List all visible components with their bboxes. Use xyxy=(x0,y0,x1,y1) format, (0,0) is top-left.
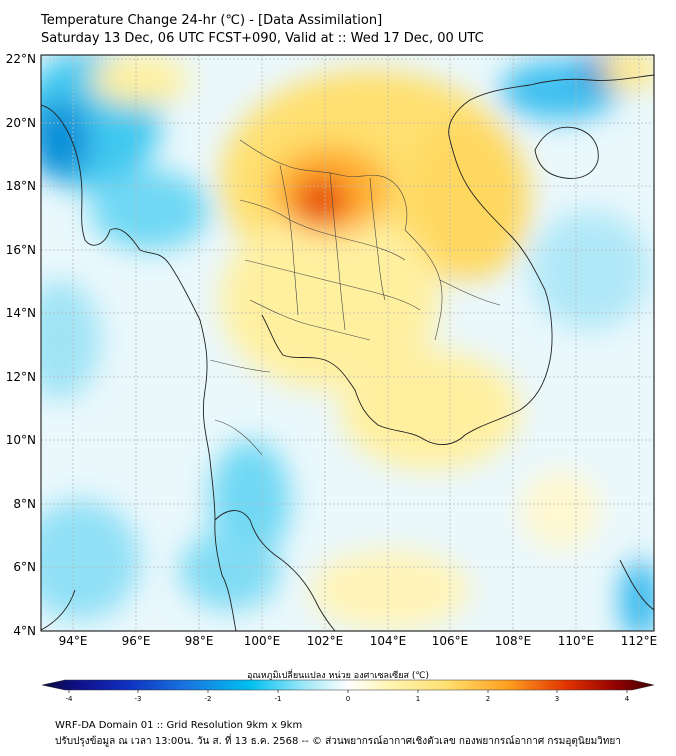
temperature-change-map xyxy=(40,54,655,632)
footer-resolution: WRF-DA Domain 01 :: Grid Resolution 9km … xyxy=(55,720,303,731)
lat-label-8n: 8°N xyxy=(13,497,36,511)
map-frame xyxy=(40,54,655,632)
province-borders xyxy=(209,139,501,456)
colorbar: -4 -3 -2 -1 0 1 2 3 4 xyxy=(41,679,655,703)
lat-label-16n: 16°N xyxy=(5,243,36,257)
colorbar-tick-label: -3 xyxy=(135,695,142,703)
colorbar-tick-label: -2 xyxy=(205,695,212,703)
lon-label-102e: 102°E xyxy=(306,634,344,648)
temperature-field xyxy=(41,55,654,631)
footer-credit: ปรับปรุงข้อมูล ณ เวลา 13:00น. วัน ส. ที่… xyxy=(55,736,621,747)
lat-label-18n: 18°N xyxy=(5,179,36,193)
colorbar-tick-label: 2 xyxy=(486,695,490,703)
lon-label-106e: 106°E xyxy=(431,634,469,648)
lon-label-104e: 104°E xyxy=(369,634,407,648)
colorbar-tick-label: 0 xyxy=(346,695,350,703)
colorbar-gradient xyxy=(41,679,655,691)
lat-label-6n: 6°N xyxy=(13,560,36,574)
lat-label-14n: 14°N xyxy=(5,306,36,320)
map-title: Temperature Change 24-hr (℃) - [Data Ass… xyxy=(41,13,383,28)
lon-label-112e: 112°E xyxy=(620,634,658,648)
lon-label-94e: 94°E xyxy=(58,634,88,648)
colorbar-tick-label: 1 xyxy=(416,695,420,703)
coastlines xyxy=(41,74,654,631)
colorbar-tick-label: 4 xyxy=(625,695,630,703)
colorbar-tick-label: -4 xyxy=(66,695,74,703)
colorbar-label: อุณหภูมิเปลี่ยนแปลง หน่วย องศาเซลเซียส (… xyxy=(246,671,430,681)
lat-label-20n: 20°N xyxy=(5,116,36,130)
lat-label-4n: 4°N xyxy=(13,624,36,638)
lon-label-98e: 98°E xyxy=(184,634,214,648)
colorbar-tick-label: 3 xyxy=(555,695,559,703)
map-subtitle: Saturday 13 Dec, 06 UTC FCST+090, Valid … xyxy=(41,31,484,46)
graticule xyxy=(41,55,654,631)
lon-label-110e: 110°E xyxy=(557,634,595,648)
lat-label-12n: 12°N xyxy=(5,370,36,384)
lon-label-100e: 100°E xyxy=(243,634,281,648)
colorbar-tick-label: -1 xyxy=(275,695,282,703)
lon-label-96e: 96°E xyxy=(121,634,151,648)
colorbar-ticks xyxy=(68,690,628,693)
lon-label-108e: 108°E xyxy=(494,634,532,648)
lat-label-10n: 10°N xyxy=(5,433,36,447)
lat-label-22n: 22°N xyxy=(5,52,36,66)
